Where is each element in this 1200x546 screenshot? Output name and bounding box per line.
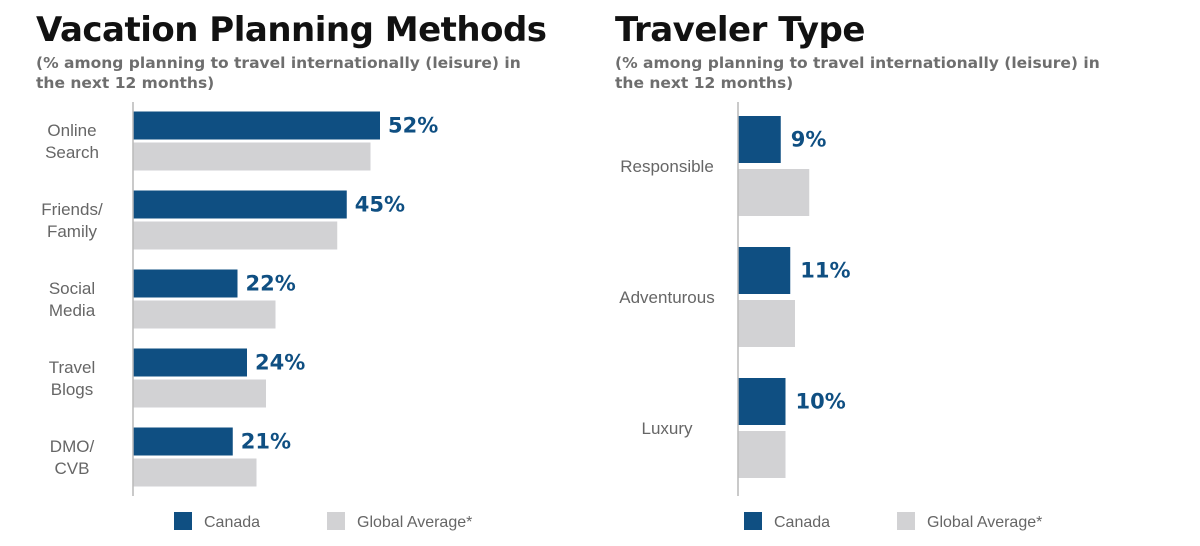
category-label: Friends/ <box>41 200 103 219</box>
category-label: Travel <box>49 358 96 377</box>
category-label: Adventurous <box>619 288 714 307</box>
bar-canada <box>133 427 233 456</box>
bar-canada <box>133 111 380 140</box>
value-label: 10% <box>796 390 846 414</box>
legend-swatch-global-average <box>897 512 915 530</box>
bar-global-average <box>738 431 786 478</box>
category-label: Media <box>49 301 96 320</box>
value-label: 11% <box>800 259 850 283</box>
chart-subtitle: (% among planning to travel internationa… <box>36 54 521 92</box>
legend-swatch-canada <box>174 512 192 530</box>
bar-global-average <box>738 169 810 216</box>
category-label: Search <box>45 143 99 162</box>
category-group: Responsible 9% <box>620 116 826 216</box>
bar-global-average <box>133 221 338 250</box>
category-group: DMO/CVB 21% <box>50 427 291 487</box>
legend-label-canada: Canada <box>204 514 260 531</box>
legend: Canada Global Average* <box>744 512 1042 531</box>
category-label: Social <box>49 279 95 298</box>
category-group: Travel Blogs 24% <box>49 348 305 408</box>
value-label: 52% <box>388 114 438 138</box>
bar-global-average <box>133 458 257 487</box>
category-label: Family <box>47 222 98 241</box>
bar-canada <box>133 348 247 377</box>
bar-canada <box>738 247 791 294</box>
value-label: 45% <box>355 193 405 217</box>
legend-label-canada: Canada <box>774 514 830 531</box>
category-group: Social Media 22% <box>49 269 296 329</box>
category-label: DMO/ <box>50 437 95 456</box>
bar-canada <box>133 269 238 298</box>
category-label: Blogs <box>51 380 94 399</box>
chart-title: Traveler Type <box>615 10 865 50</box>
category-group: Friends/Family 45% <box>41 190 405 250</box>
value-label: 24% <box>255 351 305 375</box>
chart-title: Vacation Planning Methods <box>36 10 547 50</box>
bar-global-average <box>133 142 371 171</box>
category-label: CVB <box>55 459 90 478</box>
legend-swatch-canada <box>744 512 762 530</box>
bar-chart-vacation-planning: Online Search 52% Friends/Family 45% Social Me… <box>41 102 472 531</box>
legend-label-global-average: Global Average* <box>357 514 472 531</box>
category-group: Online Search 52% <box>45 111 438 171</box>
category-group: Adventurous 11% <box>619 247 851 347</box>
bar-global-average <box>133 300 276 329</box>
category-label: Responsible <box>620 157 714 176</box>
legend-label-global-average: Global Average* <box>927 514 1042 531</box>
bar-chart-traveler-type: Responsible 9% Adventurous 11% Luxury 10% Cana… <box>619 102 1042 531</box>
value-label: 9% <box>791 128 827 152</box>
value-label: 22% <box>246 272 296 296</box>
chart-panel-traveler-type: Traveler Type (% among planning to trave… <box>600 0 1200 546</box>
category-label: Luxury <box>641 419 693 438</box>
category-group: Luxury 10% <box>641 378 846 478</box>
chart-panel-vacation-planning: Vacation Planning Methods (% among plann… <box>36 10 547 531</box>
chart-subtitle: (% among planning to travel internationa… <box>615 54 1100 92</box>
bar-canada <box>738 116 781 163</box>
value-label: 21% <box>241 430 291 454</box>
legend-swatch-global-average <box>327 512 345 530</box>
category-label: Online <box>47 121 96 140</box>
bar-canada <box>738 378 786 425</box>
bar-canada <box>133 190 347 219</box>
legend: Canada Global Average* <box>174 512 472 531</box>
bar-global-average <box>133 379 266 408</box>
bar-global-average <box>738 300 795 347</box>
